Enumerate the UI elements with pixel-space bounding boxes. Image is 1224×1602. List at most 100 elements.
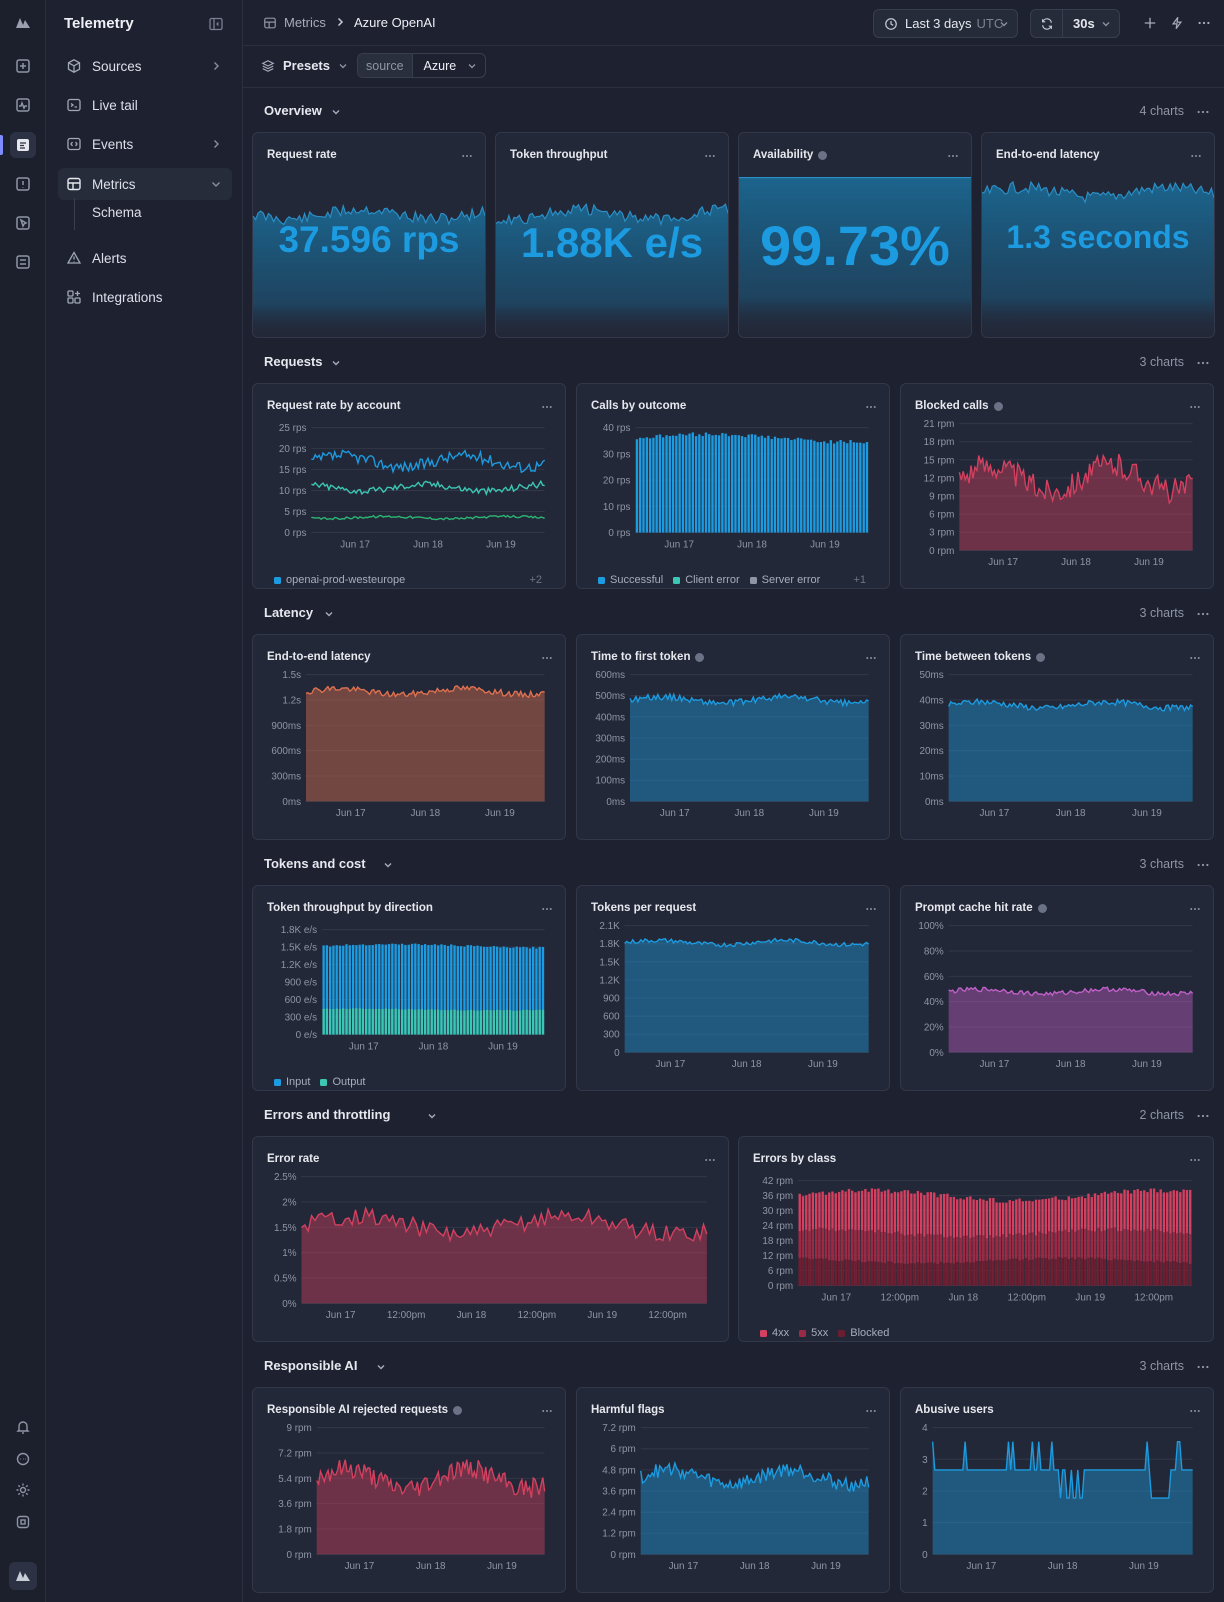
stat-card-availability[interactable]: Availability 99.73% [738,132,972,338]
refresh-interval[interactable]: 30s [1073,16,1095,31]
chevron-down-icon[interactable] [427,1111,437,1121]
chart-card-time-between-tokens[interactable]: Time between tokens 0ms 10ms 20ms 30ms 40ms 50… [900,634,1214,840]
chevron-down-icon[interactable] [376,1362,386,1372]
info-icon[interactable] [695,652,705,662]
chart-card-blocked-calls[interactable]: Blocked calls 0 rpm 3 rpm 6 rpm 9 rpm 12 rpm 1… [900,383,1214,589]
chart-card-prompt-cache-hit-rate[interactable]: Prompt cache hit rate 0% 20% 40% 60% 80% 100% J… [900,885,1214,1091]
more-icon[interactable] [1189,401,1201,413]
chart-card-time-to-first-token[interactable]: Time to first token 0ms 100ms 200ms 300ms 400… [576,634,890,840]
legend-item[interactable]: Server error [749,574,820,586]
section-title[interactable]: Overview [264,103,322,118]
telemetry-icon[interactable] [10,132,36,158]
chart-card-responsible-ai-rejected-requests[interactable]: Responsible AI rejected requests 0 rpm 1.8… [252,1387,566,1593]
alert-icon[interactable] [10,171,36,197]
sidebar-item-integrations[interactable]: Integrations [58,281,232,313]
legend-more-count[interactable]: +1 [853,574,866,586]
settings-sliders-icon[interactable] [10,249,36,275]
chart-card-token-throughput-by-direction[interactable]: Token throughput by direction 0 e/s 300 e/… [252,885,566,1091]
more-icon[interactable] [865,1405,877,1417]
new-icon[interactable] [10,53,36,79]
section-title[interactable]: Tokens and cost [264,856,366,871]
more-icon[interactable] [1189,1405,1201,1417]
sidebar-item-alerts[interactable]: Alerts [58,242,232,274]
filter-value[interactable]: Azure [413,59,486,73]
chat-icon[interactable] [10,1446,36,1472]
more-icon[interactable] [865,652,877,664]
breadcrumb-root[interactable]: Metrics [284,15,326,30]
section-title[interactable]: Latency [264,605,314,620]
sidebar-item-events[interactable]: Events [58,128,232,160]
more-icon[interactable] [947,150,959,162]
chart-card-errors-by-class[interactable]: Errors by class 0 rpm 6 rpm 12 rpm 18 rpm 24 … [738,1136,1214,1342]
presets-dropdown[interactable]: Presets [261,58,348,73]
more-icon[interactable] [1197,16,1211,30]
legend-item[interactable]: Successful [598,574,663,586]
info-icon[interactable] [993,401,1003,411]
more-icon[interactable] [1189,652,1201,664]
section-title[interactable]: Requests [264,354,323,369]
collapse-sidebar-icon[interactable] [208,16,224,32]
more-icon[interactable] [865,903,877,915]
cursor-icon[interactable] [10,210,36,236]
add-icon[interactable] [1143,16,1157,30]
more-icon[interactable] [541,401,553,413]
more-icon[interactable] [1196,105,1210,119]
refresh-button[interactable] [1031,10,1063,37]
chart-card-tokens-per-request[interactable]: Tokens per request 0 300 600 900 1.2K 1.5K 1.8K… [576,885,890,1091]
info-icon[interactable] [1037,903,1047,913]
chart-card-abusive-users[interactable]: Abusive users 0 1 2 3 4 Jun 17 Jun 18 Jun 19 [900,1387,1214,1593]
chart-card-request-rate-by-account[interactable]: Request rate by account 0 rps 5 rps 10 rps 1… [252,383,566,589]
legend-item[interactable]: Output [320,1076,366,1088]
chevron-down-icon[interactable] [331,107,341,117]
chevron-down-icon[interactable] [324,609,334,619]
stat-card-end-to-end-latency[interactable]: End-to-end latency 1.3 seconds [981,132,1215,338]
command-icon[interactable] [10,1509,36,1535]
refresh-control[interactable]: 30s [1030,9,1120,38]
chevron-down-icon[interactable] [383,860,393,870]
stat-card-token-throughput[interactable]: Token throughput 1.88K e/s [495,132,729,338]
source-filter[interactable]: source Azure [357,53,487,78]
chart-card-error-rate[interactable]: Error rate 0% 0.5% 1% 1.5% 2% 2.5% Jun 17 12:00p… [252,1136,729,1342]
more-icon[interactable] [541,903,553,915]
legend-item[interactable]: Client error [673,574,740,586]
more-icon[interactable] [1190,150,1202,162]
activity-icon[interactable] [10,92,36,118]
legend-item[interactable]: openai-prod-westeurope [274,574,405,586]
legend-item[interactable]: Blocked [838,1327,889,1339]
logo-icon[interactable] [10,10,36,36]
info-icon[interactable] [1036,652,1046,662]
more-icon[interactable] [461,150,473,162]
bell-icon[interactable] [10,1414,36,1440]
more-icon[interactable] [541,652,553,664]
sidebar-sub-item-schema[interactable]: Schema [92,205,142,220]
chart-card-calls-by-outcome[interactable]: Calls by outcome 0 rps 10 rps 20 rps 30 rps 4… [576,383,890,589]
sidebar-item-live-tail[interactable]: Live tail [58,89,232,121]
info-icon[interactable] [453,1405,463,1415]
more-icon[interactable] [1196,607,1210,621]
legend-item[interactable]: Input [274,1076,310,1088]
stat-card-request-rate[interactable]: Request rate 37.596 rps [252,132,486,338]
more-icon[interactable] [1196,1109,1210,1123]
time-range-picker[interactable]: Last 3 days UTC [873,9,1018,38]
more-icon[interactable] [1196,356,1210,370]
more-icon[interactable] [704,1154,716,1166]
section-title[interactable]: Responsible AI [264,1358,358,1373]
more-icon[interactable] [1189,903,1201,915]
workspace-logo-icon[interactable] [9,1562,37,1590]
info-icon[interactable] [818,150,828,160]
chart-card-harmful-flags[interactable]: Harmful flags 0 rpm 1.2 rpm 2.4 rpm 3.6 rpm 4… [576,1387,890,1593]
section-title[interactable]: Errors and throttling [264,1107,391,1122]
theme-sun-icon[interactable] [10,1477,36,1503]
chart-card-end-to-end-latency[interactable]: End-to-end latency 0ms 300ms 600ms 900ms 1.2s… [252,634,566,840]
more-icon[interactable] [865,401,877,413]
more-icon[interactable] [1196,1360,1210,1374]
legend-item[interactable]: 5xx [799,1327,828,1339]
legend-more-count[interactable]: +2 [529,574,542,586]
sidebar-item-metrics[interactable]: Metrics [58,168,232,200]
more-icon[interactable] [704,150,716,162]
chevron-down-icon[interactable] [331,358,341,368]
sidebar-item-sources[interactable]: Sources [58,50,232,82]
legend-item[interactable]: 4xx [760,1327,789,1339]
more-icon[interactable] [541,1405,553,1417]
more-icon[interactable] [1196,858,1210,872]
